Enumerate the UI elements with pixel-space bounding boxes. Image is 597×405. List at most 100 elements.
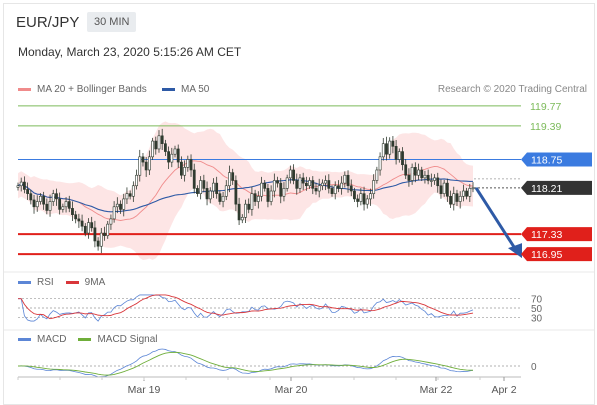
candle-body (337, 185, 340, 189)
candle-body (138, 156, 142, 176)
rsi-level-label: 70 (531, 295, 543, 306)
candle-body (151, 140, 154, 158)
candle-body (426, 174, 430, 181)
candle-body (106, 223, 110, 237)
candle-body (381, 143, 385, 158)
candle-body (42, 195, 46, 205)
candle-body (330, 188, 334, 194)
candle-body (375, 169, 379, 181)
candle-body (202, 180, 206, 189)
macd-signal-swatch (78, 338, 92, 341)
candle-body (163, 143, 167, 152)
ma50-swatch (162, 88, 175, 91)
candle-body (442, 182, 446, 194)
candle-body (353, 190, 356, 200)
research-credit: Research © 2020 Trading Central (437, 84, 587, 95)
ma20-swatch (18, 88, 31, 91)
candle-body (455, 193, 459, 202)
x-tick-label: Mar 22 (420, 384, 453, 396)
timeframe-button[interactable]: 30 MIN (87, 12, 137, 32)
candle-body (301, 177, 305, 184)
s1-level-label: 117.33 (531, 229, 562, 241)
candle-body (99, 232, 103, 247)
rsi-ma-line (18, 294, 474, 320)
candle-body (23, 181, 26, 190)
candle-body (87, 222, 90, 234)
candle-body (420, 169, 424, 179)
macd-swatch (18, 338, 31, 341)
candle-body (128, 193, 132, 197)
candle-body (263, 182, 267, 189)
candle-body (260, 182, 263, 197)
candle-body (77, 218, 81, 222)
candle-body (292, 169, 295, 181)
candle-body (55, 193, 58, 200)
candle-body (192, 169, 196, 189)
candle-body (160, 135, 164, 144)
candle-body (436, 177, 440, 187)
candle-body (208, 190, 212, 200)
candle-body (343, 174, 347, 184)
candle-body (215, 182, 219, 194)
candle-body (340, 182, 344, 189)
candle-body (311, 180, 315, 189)
candle-body (196, 188, 199, 194)
candle-body (228, 172, 231, 187)
candle-body (250, 193, 254, 210)
candle-body (103, 232, 106, 237)
candle-body (458, 195, 462, 202)
bollinger-bands (18, 121, 473, 261)
candle-body (180, 161, 183, 176)
candle-body (282, 188, 286, 197)
candle-body (321, 182, 324, 187)
candle-body (167, 151, 170, 163)
candle-body (433, 177, 436, 181)
candle-body (221, 195, 225, 202)
legend-ma50: MA 50 (162, 84, 209, 95)
candle-body (372, 180, 376, 194)
candle-body (410, 167, 414, 181)
candle-body (141, 156, 145, 163)
projection-arrowhead (508, 243, 522, 259)
candle-body (154, 140, 158, 150)
candle-body (404, 164, 408, 176)
candle-body (391, 140, 395, 147)
candle-body (109, 218, 113, 225)
chart-widget: EUR/JPY 30 MIN Monday, March 23, 2020 5:… (3, 3, 595, 405)
candle-body (234, 180, 238, 205)
candle-body (51, 193, 55, 202)
candle-body (417, 169, 420, 176)
candle-body (356, 198, 360, 202)
candle-body (317, 185, 321, 192)
candle-body (199, 180, 203, 194)
candle-body (176, 148, 180, 163)
candle-body (237, 203, 241, 221)
candle-body (471, 187, 475, 190)
last-level-label: 118.21 (531, 183, 562, 195)
x-tick-label: Mar 20 (275, 384, 308, 396)
candle-body (218, 193, 222, 202)
candle-body (308, 180, 311, 187)
candle-body (189, 159, 193, 171)
candle-body (71, 208, 74, 215)
candle-body (397, 151, 401, 160)
legend-ma20: MA 20 + Bollinger Bands (18, 84, 147, 95)
last-label-tag (521, 180, 592, 195)
candle-body (125, 193, 129, 200)
candle-body (276, 180, 279, 184)
symbol-label: EUR/JPY (16, 14, 80, 31)
candle-body (324, 180, 328, 184)
rsi-label: RSI (37, 277, 54, 288)
legend-rsi: RSI 9MA (18, 277, 105, 288)
pivot-label-tag (521, 152, 592, 167)
candle-body (144, 161, 148, 171)
candle-body (388, 140, 392, 155)
candle-body (147, 156, 151, 171)
rsi-swatch (18, 281, 31, 284)
candle-body (333, 185, 337, 194)
candle-body (93, 227, 97, 242)
rsi-line (18, 294, 474, 322)
candle-body (19, 181, 23, 187)
header: EUR/JPY 30 MIN (4, 4, 594, 38)
candle-body (119, 203, 122, 210)
